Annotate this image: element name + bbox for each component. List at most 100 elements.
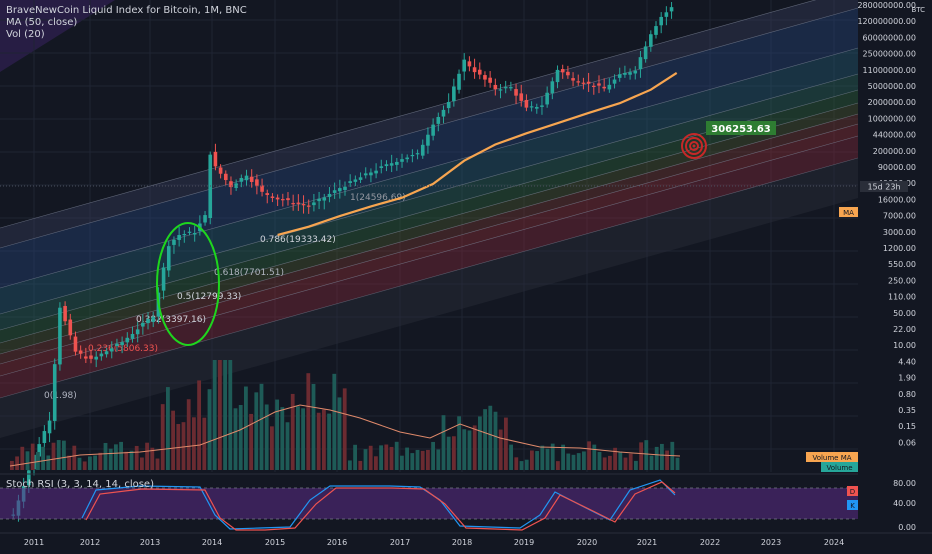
candle-body xyxy=(514,89,518,96)
stoch-rsi-legend[interactable]: Stoch RSI (3, 3, 14, 14, close) xyxy=(6,479,154,490)
volume-bar xyxy=(509,444,513,470)
candle-body xyxy=(550,81,555,94)
volume-bar xyxy=(457,416,461,470)
candle-body xyxy=(317,198,321,202)
candle-body xyxy=(369,172,373,176)
volume-bar xyxy=(171,410,175,470)
fib-level-label: 0.382(3397.16) xyxy=(136,315,206,325)
candle-body xyxy=(472,67,477,73)
channel-line xyxy=(0,73,859,315)
volume-bar xyxy=(259,383,264,470)
rsi-k-tag-text: K xyxy=(850,502,855,510)
channel-line xyxy=(0,102,859,344)
candle-body xyxy=(669,7,674,12)
volume-tag-text: Volume xyxy=(826,464,852,472)
candle-body xyxy=(213,151,218,167)
volume-bar xyxy=(62,440,66,470)
volume-bar xyxy=(212,360,217,470)
volume-bar xyxy=(77,457,82,470)
volume-bar xyxy=(322,409,326,470)
candle-body xyxy=(120,342,124,346)
candle-body xyxy=(161,267,166,291)
candle-body xyxy=(78,350,83,354)
volume-bar xyxy=(426,449,430,470)
candle-body xyxy=(301,204,306,206)
symbol-legend[interactable]: BraveNewCoin Liquid Index for Bitcoin, 1… xyxy=(6,5,247,16)
candle-body xyxy=(291,203,295,205)
rsi-d-tag xyxy=(847,486,858,496)
time-tick: 2024 xyxy=(824,538,844,547)
candle-body xyxy=(125,337,130,343)
volume-bar xyxy=(166,387,170,470)
candle-body xyxy=(597,83,601,86)
candle-body xyxy=(415,153,420,155)
time-tick: 2014 xyxy=(202,538,222,547)
candle-body xyxy=(581,82,586,84)
volume-bar xyxy=(46,455,51,470)
volume-bar xyxy=(342,388,347,470)
price-tick: 550.00 xyxy=(888,260,916,269)
volume-bar xyxy=(639,442,643,470)
time-tick: 2020 xyxy=(577,538,597,547)
price-tick: 3000.00 xyxy=(883,228,916,237)
candle-body xyxy=(400,159,404,162)
candle-body xyxy=(109,348,114,352)
candle-body xyxy=(135,329,140,335)
candle-body xyxy=(218,167,223,174)
candle-body xyxy=(534,107,539,109)
candle-body xyxy=(649,34,653,47)
volume-bar xyxy=(566,453,571,470)
rsi-d-line xyxy=(85,481,676,531)
candle-body xyxy=(420,144,425,156)
volume-bar xyxy=(582,451,586,470)
volume-bar xyxy=(124,451,129,470)
volume-bar xyxy=(176,424,181,470)
volume-bar xyxy=(535,451,539,470)
volume-bars xyxy=(10,360,680,470)
candle-body xyxy=(545,92,549,105)
candle-body xyxy=(654,26,658,35)
candle-body xyxy=(58,307,62,365)
volume-bar xyxy=(160,404,165,470)
candle-body xyxy=(187,231,192,233)
volume-bar xyxy=(550,443,555,470)
volume-bar xyxy=(540,445,545,470)
candle-body xyxy=(63,305,67,322)
channel-line xyxy=(0,157,859,399)
candle-body xyxy=(177,235,181,240)
volume-bar xyxy=(368,445,373,470)
target-center xyxy=(692,144,696,148)
price-tick: 60000000.00 xyxy=(863,33,916,42)
target-ring xyxy=(681,133,707,159)
ma-tag-text: MA xyxy=(843,209,854,217)
volume-bar xyxy=(296,406,300,470)
volume-bar xyxy=(51,442,56,470)
volume-bar xyxy=(665,450,669,470)
volume-ma-line xyxy=(9,404,681,467)
fib-level-label: 0.5(12799.33) xyxy=(177,292,241,302)
candle-body xyxy=(99,353,104,357)
volume-bar xyxy=(400,455,404,470)
volume-bar xyxy=(488,405,493,470)
volume-bar xyxy=(150,447,155,470)
candle-body xyxy=(576,81,581,83)
ma-legend[interactable]: MA (50, close) xyxy=(6,17,78,28)
candle-body xyxy=(244,175,249,181)
volume-bar xyxy=(478,416,482,470)
volume-ma-tag-text: Volume MA xyxy=(812,454,851,462)
grid xyxy=(0,0,858,472)
channel-line xyxy=(0,47,859,289)
candle-body xyxy=(560,69,565,73)
volume-bar xyxy=(431,441,435,470)
channel-line xyxy=(0,135,859,377)
volume-bar xyxy=(93,455,97,470)
volume-bar xyxy=(290,393,295,470)
channel-line xyxy=(0,0,817,229)
vol-legend[interactable]: Vol (20) xyxy=(6,29,45,40)
candle-body xyxy=(37,444,41,457)
candle-body xyxy=(255,179,259,186)
candle-body xyxy=(431,124,435,136)
candle-body xyxy=(239,178,244,182)
